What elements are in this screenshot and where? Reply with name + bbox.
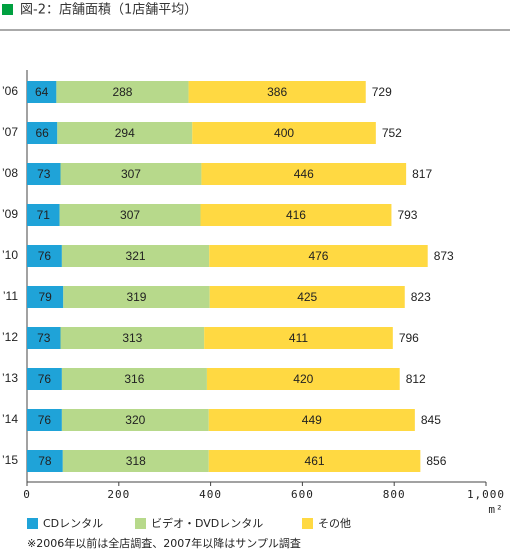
- bar-segment: [188, 81, 366, 103]
- y-tick-label: ’09: [2, 207, 18, 221]
- value-label: 318: [126, 454, 146, 468]
- value-label: 73: [37, 331, 51, 345]
- x-tick-label: 800: [383, 488, 406, 501]
- value-label: 76: [38, 413, 52, 427]
- value-label: 400: [274, 126, 294, 140]
- bar-segment: [61, 409, 209, 431]
- y-tick-label: ’07: [2, 125, 18, 139]
- chart-title: 図-2：店舗面積（1店舗平均）: [20, 3, 197, 18]
- y-tick-label: ’15: [2, 453, 18, 467]
- y-tick-label: ’11: [3, 289, 18, 303]
- value-label: 307: [121, 167, 141, 181]
- total-label: 817: [412, 167, 432, 181]
- footnote: ※2006年以前は全店調査、2007年以降はサンプル調査: [27, 536, 301, 550]
- legend-label: ビデオ・DVDレンタル: [151, 516, 263, 530]
- total-label: 752: [382, 126, 402, 140]
- bar-segment: [27, 450, 63, 472]
- value-label: 411: [289, 331, 308, 345]
- legend-swatch: [302, 518, 313, 529]
- bar-segment: [27, 122, 58, 144]
- value-label: 316: [124, 372, 144, 386]
- bar-segment: [60, 327, 205, 349]
- value-label: 71: [37, 208, 51, 222]
- total-label: 812: [406, 372, 426, 386]
- value-label: 76: [38, 249, 52, 263]
- bar-segment: [208, 450, 421, 472]
- bar-segment: [62, 450, 209, 472]
- bar-segment: [27, 163, 61, 185]
- x-tick-label: 400: [199, 488, 222, 501]
- x-tick-label: 200: [107, 488, 130, 501]
- bar-segment: [61, 245, 210, 267]
- total-label: 823: [411, 290, 431, 304]
- value-label: 307: [120, 208, 140, 222]
- y-tick-label: ’13: [2, 371, 18, 385]
- bar-segment: [27, 204, 60, 226]
- value-label: 288: [112, 85, 132, 99]
- bar-segment: [200, 204, 392, 226]
- bar-segment: [204, 327, 393, 349]
- value-label: 420: [293, 372, 313, 386]
- total-label: 796: [399, 331, 419, 345]
- bar-segment: [27, 245, 62, 267]
- total-label: 845: [421, 413, 441, 427]
- title-marker: [2, 4, 13, 15]
- bar-segment: [206, 368, 400, 390]
- bar-segment: [27, 368, 62, 390]
- y-tick-label: ’14: [2, 412, 18, 426]
- total-label: 873: [434, 249, 454, 263]
- x-tick-label: 0: [23, 488, 31, 501]
- legend-swatch: [27, 518, 38, 529]
- bar-segment: [57, 122, 193, 144]
- value-label: 79: [38, 290, 52, 304]
- bar-segment: [201, 163, 407, 185]
- legend-swatch: [135, 518, 146, 529]
- value-label: 416: [286, 208, 306, 222]
- bar-segment: [63, 286, 210, 308]
- bar-segment: [208, 409, 415, 431]
- value-label: 64: [35, 85, 49, 99]
- value-label: 320: [125, 413, 145, 427]
- bar-segment: [209, 245, 428, 267]
- bar-segment: [192, 122, 376, 144]
- total-label: 793: [397, 208, 417, 222]
- value-label: 313: [122, 331, 142, 345]
- total-label: 856: [426, 454, 446, 468]
- value-label: 321: [126, 249, 146, 263]
- value-label: 294: [115, 126, 135, 140]
- bar-segment: [27, 409, 62, 431]
- x-tick-label: 600: [291, 488, 314, 501]
- bar-segment: [56, 81, 189, 103]
- y-tick-label: ’10: [2, 248, 18, 262]
- y-tick-label: ’06: [2, 84, 18, 98]
- value-label: 319: [126, 290, 146, 304]
- value-label: 425: [297, 290, 317, 304]
- y-tick-label: ’08: [2, 166, 18, 180]
- y-tick-label: ’12: [2, 330, 18, 344]
- bar-segment: [209, 286, 405, 308]
- value-label: 66: [35, 126, 49, 140]
- x-tick-label: 1,000: [467, 488, 505, 501]
- value-label: 386: [267, 85, 287, 99]
- value-label: 446: [294, 167, 314, 181]
- total-label: 729: [372, 85, 392, 99]
- bar-segment: [60, 163, 202, 185]
- value-label: 78: [38, 454, 52, 468]
- legend-label: その他: [318, 517, 351, 530]
- bar-segment: [27, 81, 57, 103]
- bar-segment: [61, 368, 207, 390]
- x-unit: m²: [488, 503, 503, 516]
- value-label: 73: [37, 167, 51, 181]
- value-label: 461: [305, 454, 325, 468]
- bar-segment: [27, 327, 61, 349]
- value-label: 476: [308, 249, 328, 263]
- value-label: 76: [38, 372, 52, 386]
- value-label: 449: [302, 413, 322, 427]
- bar-segment: [27, 286, 64, 308]
- legend-label: CDレンタル: [43, 517, 103, 530]
- bar-segment: [59, 204, 201, 226]
